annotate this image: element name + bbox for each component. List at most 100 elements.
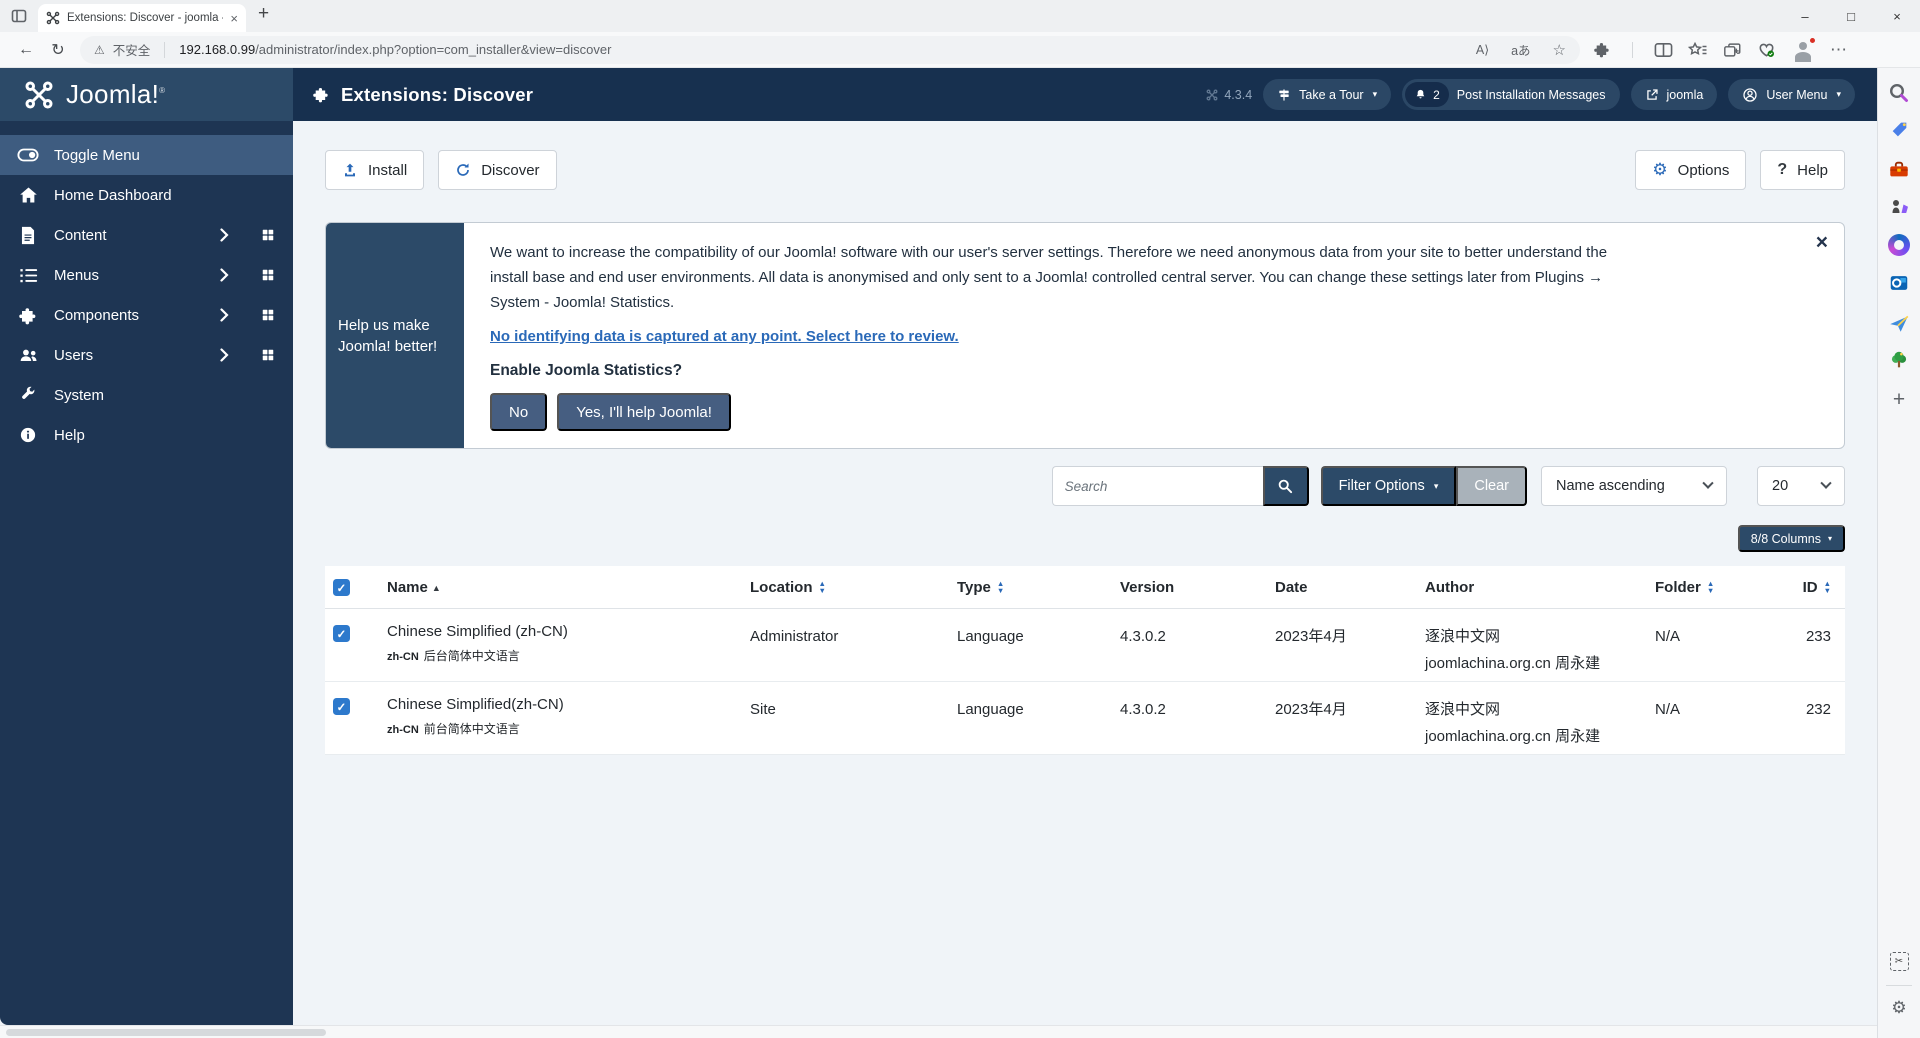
sort-order-select[interactable]: Name ascending [1541, 466, 1727, 506]
collections-icon[interactable] [1723, 41, 1742, 59]
help-label: Help [1797, 161, 1828, 179]
sidebar-item-home-dashboard[interactable]: Home Dashboard [0, 175, 293, 215]
sidebar-item-system[interactable]: System [0, 375, 293, 415]
column-header-type[interactable]: Type ▲ ▼ [957, 566, 1120, 608]
column-header-version: Version [1120, 579, 1175, 596]
question-mark-icon: ? [1777, 161, 1788, 178]
translate-icon[interactable]: aあ [1511, 44, 1531, 58]
profile-avatar[interactable] [1791, 35, 1817, 62]
chevron-right-icon [220, 268, 229, 282]
joomla-logo[interactable]: Joomla!® [0, 68, 293, 121]
grid-icon[interactable] [261, 268, 275, 282]
favorite-star-icon[interactable]: ☆ [1552, 41, 1566, 59]
edge-outlook-icon[interactable] [1878, 272, 1920, 294]
edge-toolbox-icon[interactable] [1878, 159, 1920, 181]
grid-icon[interactable] [261, 228, 275, 242]
scrollbar-thumb[interactable] [6, 1029, 326, 1036]
search-group [1051, 466, 1309, 506]
edge-games-icon[interactable] [1878, 196, 1920, 218]
browser-menu-icon[interactable]: ⋯ [1830, 39, 1848, 59]
filter-options-group: Filter Options ▾ Clear [1320, 466, 1527, 506]
discover-label: Discover [481, 161, 540, 179]
edge-shopping-icon[interactable] [1878, 119, 1920, 140]
header-id-label: ID [1802, 579, 1818, 596]
post-installation-messages-button[interactable]: 2 Post Installation Messages [1402, 79, 1620, 110]
columns-toggle-button[interactable]: 8/8 Columns ▾ [1737, 525, 1845, 552]
edge-add-icon[interactable]: + [1892, 388, 1906, 411]
sidebar-item-content[interactable]: Content [0, 215, 293, 255]
type-cell: Language [957, 701, 1024, 718]
address-bar[interactable]: ⚠ 不安全 192.168.0.99/administrator/index.p… [80, 35, 1580, 64]
statistics-buttons: No Yes, I'll help Joomla! [490, 393, 1818, 431]
edge-drop-icon[interactable] [1878, 312, 1920, 334]
discover-button[interactable]: Discover [438, 150, 557, 190]
edge-settings-icon[interactable]: ⚙ [1891, 998, 1907, 1017]
chevron-right-icon [220, 228, 229, 242]
statistics-yes-button[interactable]: Yes, I'll help Joomla! [557, 393, 731, 431]
browser-essentials-icon[interactable] [1757, 41, 1776, 58]
edge-microsoft-365-icon[interactable] [1878, 234, 1920, 256]
refresh-icon [455, 162, 471, 178]
table-row: ✓ Chinese Simplified (zh-CN) zh-CN 后台简体中文… [325, 609, 1845, 682]
options-button[interactable]: ⚙ Options [1635, 150, 1747, 190]
grid-icon[interactable] [261, 308, 275, 322]
maximize-window-icon[interactable]: □ [1847, 8, 1855, 24]
close-window-icon[interactable]: × [1893, 8, 1901, 24]
back-icon[interactable]: ← [18, 40, 34, 58]
scissors-icon: ✂ [1889, 952, 1909, 971]
row-checkbox[interactable]: ✓ [333, 625, 350, 642]
tab-actions-icon[interactable] [11, 8, 27, 24]
help-button[interactable]: ? Help [1760, 150, 1845, 190]
column-header-location[interactable]: Location ▲ ▼ [750, 566, 957, 608]
column-header-id[interactable]: ID ▲ ▼ [1770, 566, 1845, 608]
edge-search-icon[interactable] [1878, 82, 1920, 104]
joomla-favicon-icon [46, 11, 60, 25]
close-tab-icon[interactable]: × [230, 10, 238, 26]
reload-icon[interactable]: ↻ [51, 41, 65, 59]
take-a-tour-button[interactable]: Take a Tour ▾ [1263, 79, 1392, 110]
user-menu-button[interactable]: User Menu ▾ [1728, 79, 1855, 110]
filter-options-button[interactable]: Filter Options ▾ [1320, 466, 1457, 506]
minimize-window-icon[interactable]: – [1801, 8, 1809, 24]
sidebar-item-toggle-menu[interactable]: Toggle Menu [0, 135, 293, 175]
clear-button[interactable]: Clear [1456, 466, 1527, 506]
read-aloud-icon[interactable]: A⟩ [1475, 43, 1490, 57]
location-cell: Site [750, 701, 776, 718]
column-header-name[interactable]: Name ▲ [368, 566, 750, 608]
search-input[interactable] [1051, 466, 1263, 506]
statistics-review-link[interactable]: No identifying data is captured at any p… [490, 328, 959, 345]
extension-description: zh-CN 后台简体中文语言 [387, 649, 520, 663]
row-checkbox[interactable]: ✓ [333, 698, 350, 715]
sidebar-item-users[interactable]: Users [0, 335, 293, 375]
horizontal-scrollbar[interactable] [0, 1025, 1877, 1038]
header-name-label: Name [387, 579, 428, 596]
statistics-no-button[interactable]: No [490, 393, 548, 431]
sidebar-item-components[interactable]: Components [0, 295, 293, 335]
list-limit-select[interactable]: 20 [1757, 466, 1845, 506]
new-tab-button[interactable]: + [258, 3, 270, 24]
browser-tab[interactable]: Extensions: Discover - joomla - A × [38, 4, 246, 32]
sidebar-item-help[interactable]: Help [0, 415, 293, 455]
grid-icon[interactable] [261, 348, 275, 362]
search-button[interactable] [1262, 466, 1309, 506]
edge-tree-icon[interactable] [1878, 349, 1920, 371]
messages-count-badge: 2 [1405, 82, 1449, 107]
close-icon[interactable]: × [1815, 231, 1828, 254]
admin-header: Joomla!® Extensions: Discover 4.3.4 Take… [0, 68, 1877, 121]
extensions-icon[interactable] [1594, 41, 1611, 58]
column-header-folder[interactable]: Folder ▲ ▼ [1655, 566, 1770, 608]
install-button[interactable]: Install [325, 150, 425, 190]
favorites-icon[interactable] [1688, 41, 1708, 58]
chevron-down-icon: ▾ [1433, 480, 1439, 491]
row-select-cell: ✓ [325, 682, 368, 715]
chevron-down-icon: ▾ [1372, 89, 1378, 99]
not-secure-label[interactable]: 不安全 [112, 44, 151, 58]
edge-screenshot-icon[interactable]: ✂ [1878, 952, 1920, 971]
enable-statistics-question: Enable Joomla Statistics? [490, 362, 683, 379]
page-toolbar: Install Discover ⚙ Options ? Help [325, 150, 1845, 190]
select-all-checkbox[interactable]: ✓ [333, 579, 350, 596]
split-screen-icon[interactable] [1654, 42, 1673, 58]
header-folder-label: Folder [1655, 579, 1701, 596]
sidebar-item-menus[interactable]: Menus [0, 255, 293, 295]
site-preview-button[interactable]: joomla [1630, 79, 1718, 110]
